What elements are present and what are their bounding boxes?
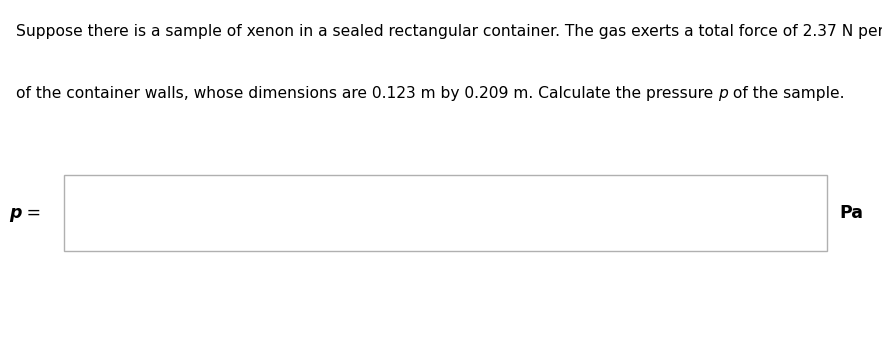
- Text: Pa: Pa: [840, 204, 863, 222]
- Text: =: =: [21, 204, 41, 222]
- FancyBboxPatch shape: [64, 175, 827, 251]
- Text: of the sample.: of the sample.: [728, 86, 844, 101]
- Text: p: p: [718, 86, 728, 101]
- Text: of the container walls, whose dimensions are 0.123 m by 0.209 m. Calculate the p: of the container walls, whose dimensions…: [16, 86, 718, 101]
- Text: p: p: [9, 204, 21, 222]
- Text: Suppose there is a sample of xenon in a sealed rectangular container. The gas ex: Suppose there is a sample of xenon in a …: [16, 24, 882, 39]
